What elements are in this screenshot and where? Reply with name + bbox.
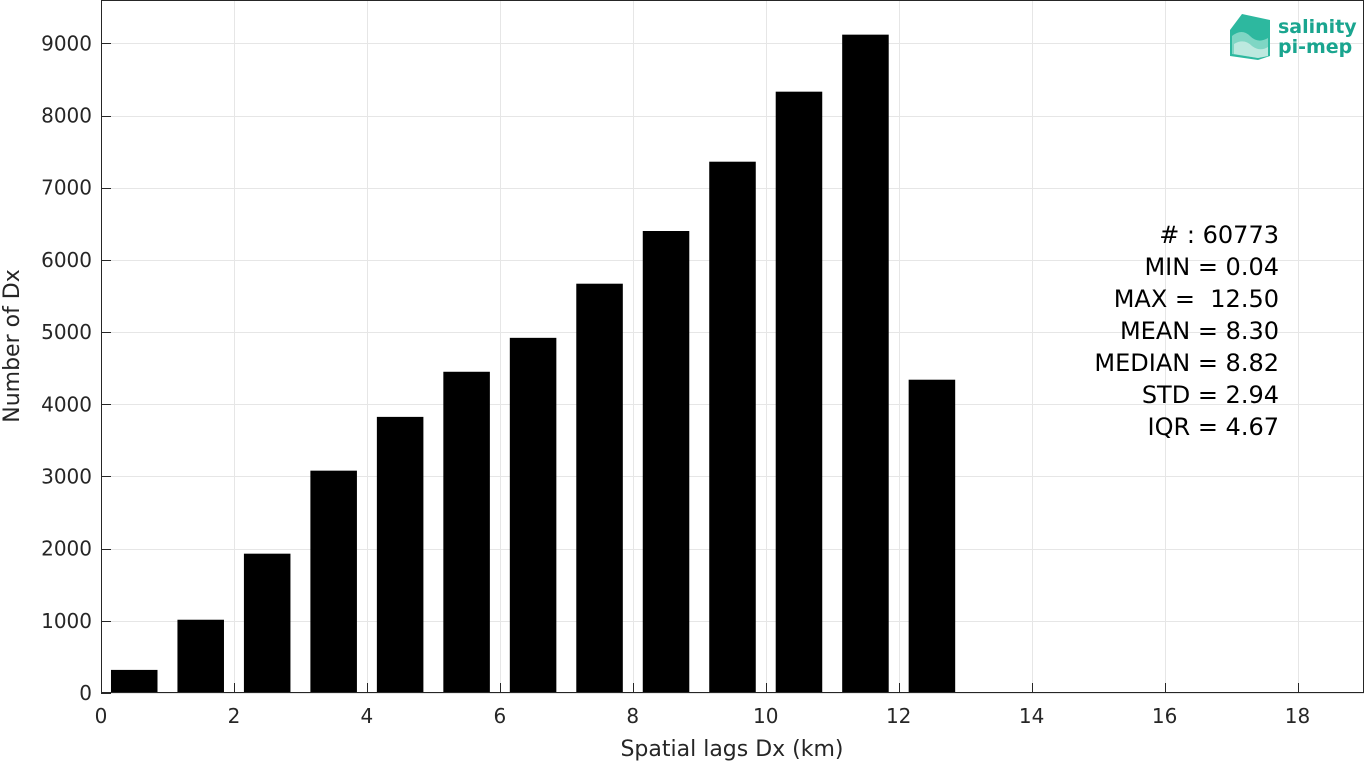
stats-line: MIN = 0.04 bbox=[1144, 253, 1279, 281]
logo-text-pi-mep: pi-mep bbox=[1278, 36, 1352, 58]
stats-line: # : 60773 bbox=[1159, 221, 1279, 249]
x-tick-label: 4 bbox=[361, 704, 374, 728]
x-tick-label: 10 bbox=[753, 704, 778, 728]
x-tick-label: 2 bbox=[228, 704, 241, 728]
bar bbox=[177, 619, 224, 693]
y-tick-label: 0 bbox=[79, 681, 92, 705]
bars bbox=[110, 34, 956, 694]
x-tick-label: 16 bbox=[1152, 704, 1177, 728]
bar bbox=[908, 379, 956, 693]
bar bbox=[709, 161, 756, 693]
logo-wave-icon bbox=[1230, 14, 1270, 60]
bar bbox=[509, 337, 557, 693]
x-axis-ticks: 0 2 4 6 8 10 12 14 16 18 bbox=[95, 683, 1310, 728]
y-tick-label: 9000 bbox=[41, 31, 92, 55]
stats-line: MEDIAN = 8.82 bbox=[1094, 349, 1279, 377]
bar bbox=[110, 669, 158, 693]
y-tick-label: 3000 bbox=[41, 464, 92, 488]
y-tick-label: 1000 bbox=[41, 609, 92, 633]
x-tick-label: 18 bbox=[1285, 704, 1310, 728]
bar bbox=[443, 371, 490, 693]
bar bbox=[775, 91, 823, 694]
stats-annotation: # : 60773 MIN = 0.04 MAX = 12.50 MEAN = 8.3… bbox=[1094, 221, 1279, 441]
y-tick-label: 4000 bbox=[41, 392, 92, 416]
stats-line: MEAN = 8.30 bbox=[1120, 317, 1279, 345]
y-tick-label: 7000 bbox=[41, 176, 92, 200]
bar bbox=[642, 231, 690, 693]
bar bbox=[842, 34, 889, 693]
bar bbox=[376, 416, 424, 693]
bar bbox=[310, 470, 357, 693]
x-tick-label: 8 bbox=[626, 704, 639, 728]
x-tick-label: 0 bbox=[95, 704, 108, 728]
stats-line: STD = 2.94 bbox=[1142, 381, 1279, 409]
salinity-pi-mep-logo: salinity pi-mep bbox=[1230, 14, 1357, 60]
y-tick-label: 2000 bbox=[41, 537, 92, 561]
y-tick-label: 6000 bbox=[41, 248, 92, 272]
stats-line: MAX = 12.50 bbox=[1114, 285, 1279, 313]
x-tick-label: 14 bbox=[1019, 704, 1044, 728]
x-tick-label: 6 bbox=[493, 704, 506, 728]
bar bbox=[243, 553, 291, 693]
plot-frame bbox=[101, 0, 1364, 693]
logo-text-salinity: salinity bbox=[1278, 16, 1357, 38]
stats-line: IQR = 4.67 bbox=[1148, 413, 1279, 441]
x-axis-label: Spatial lags Dx (km) bbox=[620, 737, 843, 762]
bar bbox=[576, 283, 623, 693]
y-tick-label: 5000 bbox=[41, 320, 92, 344]
y-tick-label: 8000 bbox=[41, 104, 92, 128]
y-axis-label: Number of Dx bbox=[0, 269, 25, 423]
x-tick-label: 12 bbox=[886, 704, 911, 728]
y-axis-ticks: 0 1000 2000 3000 4000 5000 6000 7000 8000 9000 bbox=[41, 31, 111, 705]
